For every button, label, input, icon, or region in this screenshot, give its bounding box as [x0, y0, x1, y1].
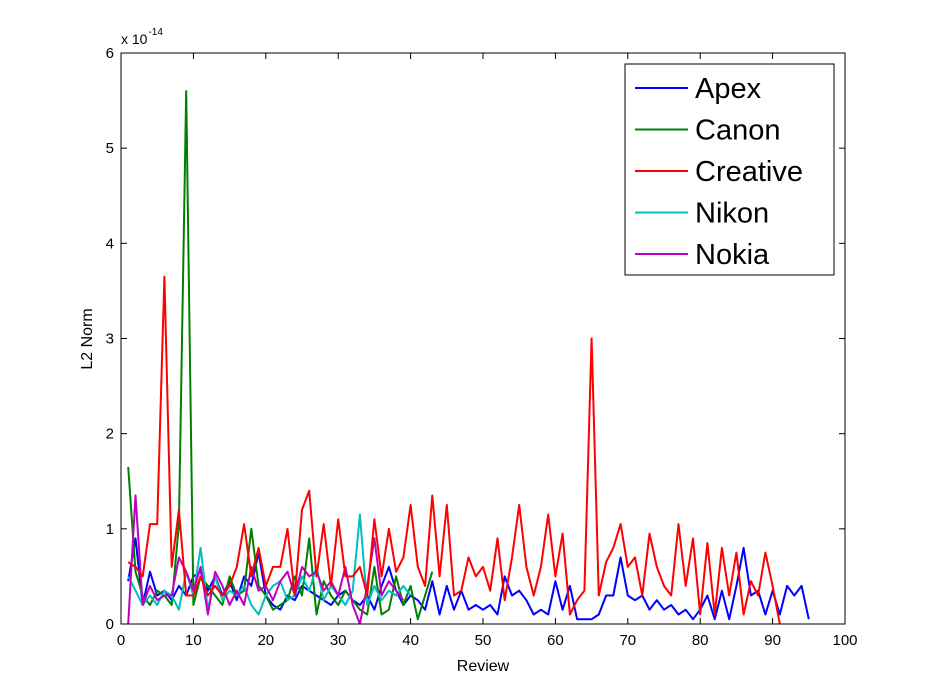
- y-tick-label: 3: [106, 331, 114, 348]
- x-tick-label: 90: [764, 632, 781, 649]
- y-tick-label: 0: [106, 616, 114, 633]
- ticks-layer: 0 10 20 30 40 50 60 70 80 90 100 0 1 2 3 4 5 6: [106, 45, 858, 649]
- x-tick-label: 50: [475, 632, 492, 649]
- x-tick-label: 0: [117, 632, 125, 649]
- legend-box: [624, 63, 835, 276]
- y-tick-label: 1: [106, 521, 114, 538]
- x-tick-label: 10: [185, 632, 202, 649]
- legend-label-creative: Creative: [695, 156, 803, 188]
- legend-label-apex: Apex: [695, 73, 762, 105]
- y-axis-label: L2 Norm: [79, 308, 96, 369]
- y-multiplier: x 10-14: [121, 27, 163, 47]
- y-tick-label: 2: [106, 426, 114, 443]
- legend-label-nokia: Nokia: [695, 239, 770, 271]
- x-tick-label: 70: [619, 632, 636, 649]
- y-tick-label: 4: [106, 235, 114, 252]
- legend-label-canon: Canon: [695, 115, 780, 147]
- series-line-creative: [127, 275, 781, 624]
- x-tick-label: 60: [547, 632, 564, 649]
- y-tick-label: 6: [106, 45, 114, 62]
- x-tick-label: 40: [402, 632, 419, 649]
- series-line-nikon: [127, 513, 412, 616]
- x-tick-label: 20: [257, 632, 274, 649]
- y-tick-label: 5: [106, 140, 114, 157]
- series-line-apex: [127, 537, 810, 621]
- legend-label-nikon: Nikon: [695, 198, 769, 230]
- x-tick-label: 80: [692, 632, 709, 649]
- legend: Apex Canon Creative Nikon Nokia: [624, 63, 835, 276]
- x-axis-label: Review: [457, 658, 510, 675]
- x-tick-label: 100: [832, 632, 857, 649]
- series-layer: [127, 90, 810, 624]
- x-tick-label: 30: [330, 632, 347, 649]
- series-line-canon: [127, 90, 434, 621]
